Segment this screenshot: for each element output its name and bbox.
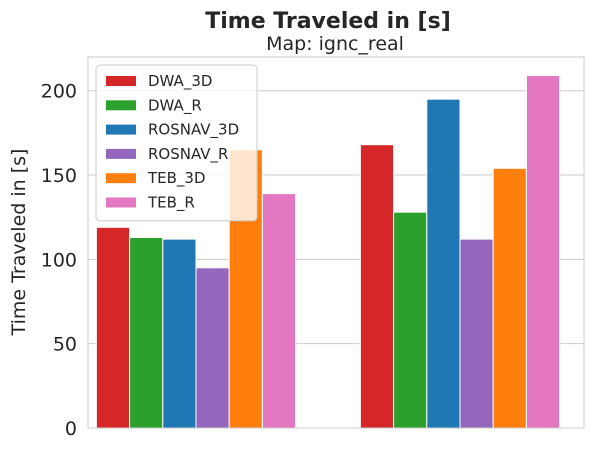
y-axis-ticks: 0 50 100 150 200 bbox=[41, 81, 77, 440]
y-axis-label: Time Traveled in [s] bbox=[8, 149, 30, 337]
y-tick-label: 150 bbox=[41, 165, 77, 187]
legend: DWA_3D DWA_R ROSNAV_3D ROSNAV_R TEB_3D TEB_R bbox=[95, 64, 258, 222]
bar-dwa-3d bbox=[359, 144, 395, 429]
y-tick-label: 200 bbox=[41, 81, 77, 103]
y-tick-label: 0 bbox=[65, 418, 77, 440]
chart-subtitle: Map: ignc_real bbox=[266, 33, 404, 55]
bar-rosnav-3d bbox=[162, 238, 197, 429]
legend-swatch bbox=[106, 148, 136, 159]
bar-teb-r bbox=[525, 75, 561, 429]
chart-title: Time Traveled in [s] bbox=[205, 9, 451, 34]
legend-swatch bbox=[106, 100, 136, 111]
legend-label: DWA_R bbox=[148, 96, 202, 115]
bar-dwa-r bbox=[129, 236, 164, 429]
plot-frame bbox=[87, 56, 585, 429]
y-tick-label: 50 bbox=[53, 334, 77, 356]
legend-frame bbox=[95, 64, 258, 222]
legend-swatch bbox=[106, 173, 136, 184]
bar-dwa-3d bbox=[95, 226, 131, 429]
bar-rosnav-r bbox=[195, 267, 230, 429]
bar-rosnav-3d bbox=[426, 98, 461, 429]
legend-swatch bbox=[106, 124, 136, 135]
legend-swatch bbox=[106, 76, 136, 86]
legend-label: TEB_R bbox=[147, 194, 195, 213]
bar-teb-r bbox=[261, 193, 297, 429]
bar-rosnav-r bbox=[459, 238, 494, 429]
legend-label: ROSNAV_3D bbox=[148, 121, 239, 140]
legend-swatch bbox=[106, 197, 136, 208]
bar-teb-3d bbox=[492, 167, 527, 429]
legend-label: ROSNAV_R bbox=[148, 145, 228, 164]
legend-label: DWA_3D bbox=[148, 72, 212, 91]
y-tick-label: 100 bbox=[41, 249, 77, 271]
bar-dwa-r bbox=[393, 211, 428, 429]
legend-label: TEB_3D bbox=[147, 169, 206, 188]
